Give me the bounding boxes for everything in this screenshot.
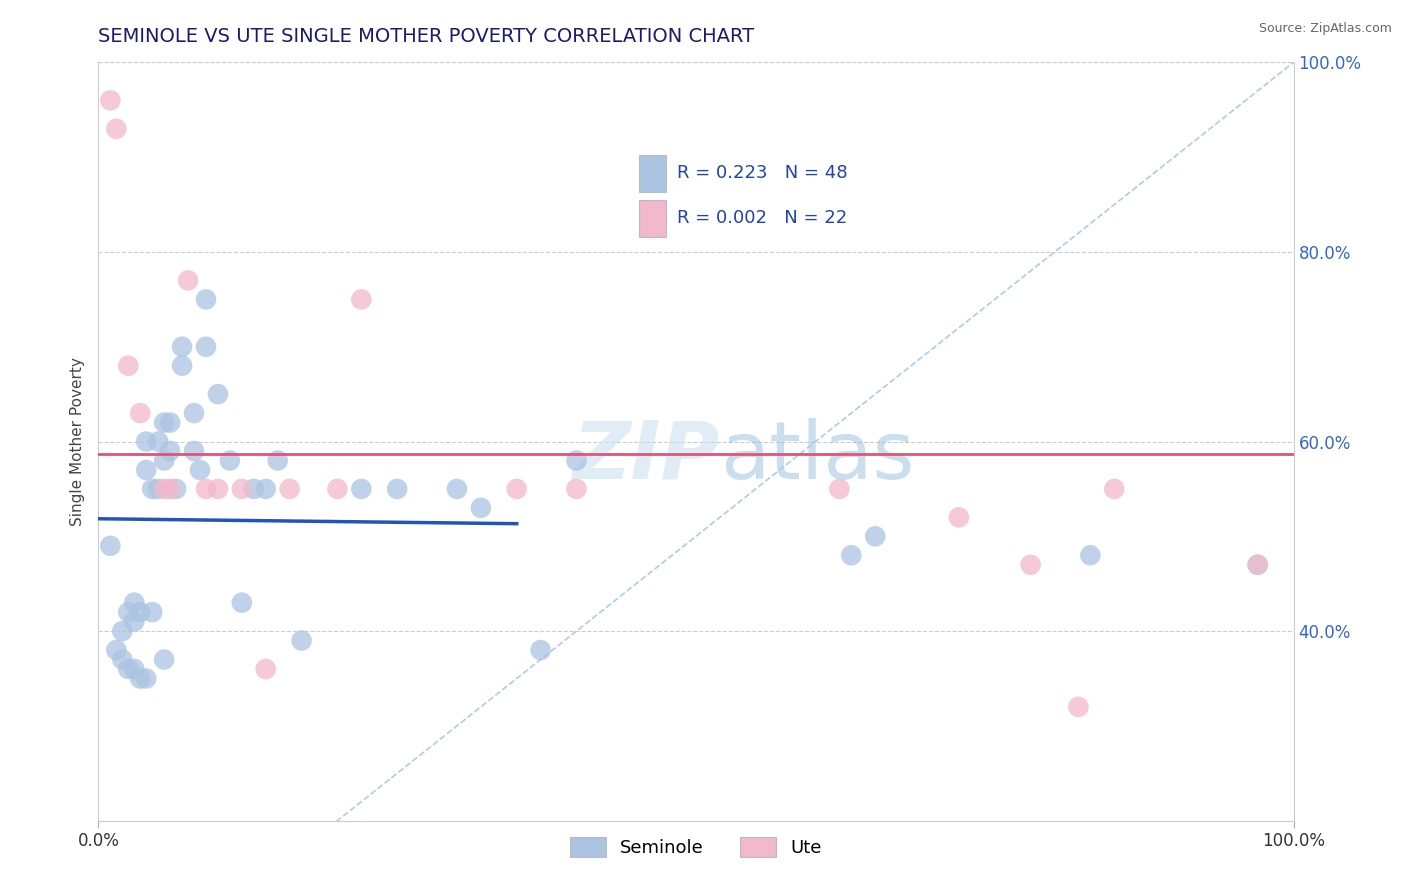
Text: Source: ZipAtlas.com: Source: ZipAtlas.com (1258, 22, 1392, 36)
Text: SEMINOLE VS UTE SINGLE MOTHER POVERTY CORRELATION CHART: SEMINOLE VS UTE SINGLE MOTHER POVERTY CO… (98, 27, 755, 45)
Point (148, 434, 170, 449)
Point (141, 482, 163, 496)
Text: R = 0.002   N = 22: R = 0.002 N = 22 (678, 210, 848, 227)
Point (124, 615, 146, 629)
Point (129, 672, 152, 686)
Text: R = 0.223   N = 48: R = 0.223 N = 48 (678, 164, 848, 182)
Point (1019, 558, 1042, 572)
Y-axis label: Single Mother Poverty: Single Mother Poverty (69, 357, 84, 526)
Point (188, 463, 211, 477)
Point (267, 453, 290, 467)
Point (159, 416, 181, 430)
Point (326, 482, 349, 496)
Point (111, 624, 134, 639)
Point (183, 444, 205, 458)
Point (105, 643, 128, 657)
Point (948, 510, 970, 524)
Point (195, 340, 218, 354)
Point (207, 482, 229, 496)
Point (254, 662, 277, 676)
Point (1247, 558, 1270, 572)
Point (172, 340, 194, 354)
Point (350, 482, 373, 496)
Point (470, 500, 492, 515)
Point (129, 605, 152, 619)
Point (243, 482, 266, 496)
Point (135, 463, 157, 477)
Legend: Seminole, Ute: Seminole, Ute (562, 830, 830, 864)
Point (385, 482, 409, 496)
Point (565, 482, 588, 496)
Point (135, 672, 157, 686)
Point (1104, 482, 1126, 496)
Point (207, 387, 229, 401)
Point (506, 482, 529, 496)
Point (135, 434, 157, 449)
Point (446, 482, 468, 496)
Point (165, 482, 187, 496)
Point (195, 293, 218, 307)
Text: ZIP: ZIP (572, 417, 720, 496)
Point (291, 633, 314, 648)
FancyBboxPatch shape (638, 200, 666, 236)
Point (129, 406, 152, 420)
Point (98, 539, 122, 553)
Point (141, 605, 163, 619)
Point (117, 359, 139, 373)
Point (177, 273, 200, 287)
Point (183, 406, 205, 420)
Point (350, 293, 373, 307)
Point (148, 482, 170, 496)
Point (231, 482, 253, 496)
Point (530, 643, 553, 657)
Point (565, 453, 588, 467)
Point (219, 453, 242, 467)
Point (231, 596, 253, 610)
Point (159, 444, 181, 458)
Text: atlas: atlas (720, 417, 914, 496)
Point (828, 482, 851, 496)
Point (172, 359, 194, 373)
Point (153, 652, 176, 666)
Point (153, 482, 176, 496)
Point (1067, 699, 1090, 714)
FancyBboxPatch shape (638, 155, 666, 192)
Point (117, 662, 139, 676)
Point (278, 482, 301, 496)
Point (865, 529, 887, 543)
Point (111, 652, 134, 666)
Point (153, 416, 176, 430)
Point (1247, 558, 1270, 572)
Point (117, 605, 139, 619)
Point (254, 482, 277, 496)
Point (1080, 548, 1102, 563)
Point (124, 596, 146, 610)
Point (841, 548, 863, 563)
Point (98, 94, 122, 108)
Point (153, 453, 176, 467)
Point (159, 482, 181, 496)
Point (105, 121, 128, 136)
Point (124, 662, 146, 676)
Point (195, 482, 218, 496)
